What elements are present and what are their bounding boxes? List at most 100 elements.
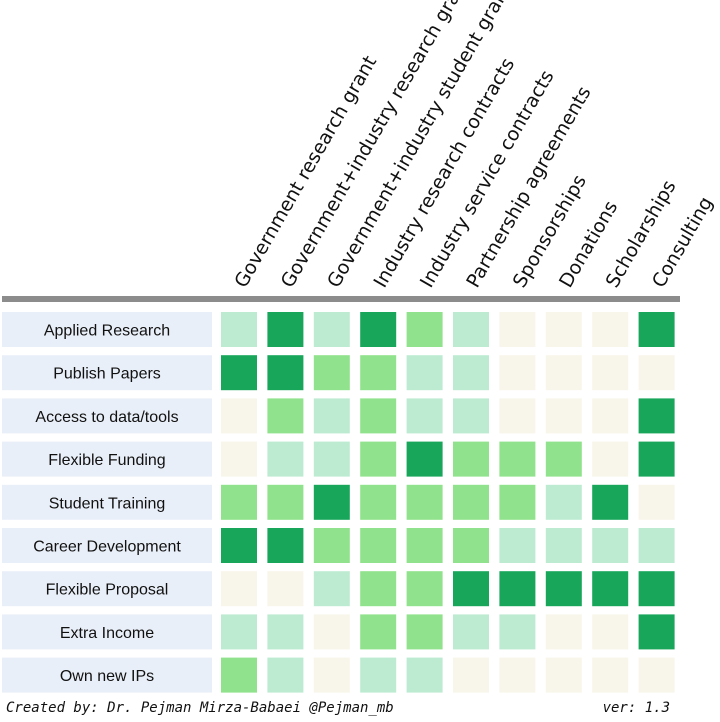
heatmap-cell xyxy=(313,355,350,391)
heatmap-cell xyxy=(592,484,629,520)
heatmap-cell xyxy=(360,441,397,477)
heatmap-cell xyxy=(221,441,257,477)
heatmap-cell xyxy=(545,312,582,347)
row-label: Own new IPs xyxy=(60,668,154,685)
row-label: Access to data/tools xyxy=(35,409,178,426)
heatmap-cell xyxy=(499,571,536,607)
heatmap-cell xyxy=(638,398,675,434)
heatmap-cell xyxy=(638,657,675,693)
footer-credit: Created by: Dr. Pejman Mirza-Babaei @Pej… xyxy=(6,700,394,716)
heatmap-cell xyxy=(267,441,304,477)
footer-version: ver: 1.3 xyxy=(602,700,670,716)
heatmap-cell xyxy=(592,355,629,391)
heatmap-cell xyxy=(221,614,257,650)
heatmap-cell xyxy=(267,355,304,391)
row-label: Flexible Funding xyxy=(48,452,165,469)
heatmap-cell xyxy=(313,657,350,693)
heatmap-cell xyxy=(406,355,443,391)
heatmap-cell xyxy=(313,441,350,477)
heatmap-cell xyxy=(592,441,629,477)
heatmap-cell xyxy=(545,528,582,563)
heatmap-cell xyxy=(592,528,629,563)
heatmap-cell xyxy=(592,312,629,347)
row-label-background xyxy=(2,571,212,607)
heatmap-cell xyxy=(638,312,675,347)
heatmap-cell xyxy=(313,484,350,520)
heatmap-cell xyxy=(453,528,489,563)
row-label-background xyxy=(2,441,212,477)
row-label-background xyxy=(2,355,212,391)
heatmap-cell xyxy=(221,571,257,607)
heatmap-cell xyxy=(592,398,629,434)
heatmap-cell xyxy=(267,657,304,693)
heatmap-cell xyxy=(453,657,489,693)
heatmap-cell xyxy=(592,657,629,693)
heatmap-cell xyxy=(545,571,582,607)
heatmap-cell xyxy=(545,398,582,434)
row-label-background xyxy=(2,657,212,693)
heatmap-cell xyxy=(638,441,675,477)
heatmap-cell xyxy=(499,398,536,434)
row-label: Career Development xyxy=(33,539,181,556)
heatmap-cell xyxy=(453,441,489,477)
heatmap-cell xyxy=(499,441,536,477)
row-labels: Applied Research Publish Papers Access to … xyxy=(2,312,212,693)
heatmap-cell xyxy=(267,528,304,563)
heatmap-cell xyxy=(499,355,536,391)
heatmap-cell xyxy=(267,571,304,607)
heatmap-cell xyxy=(221,528,257,563)
header-rule xyxy=(2,296,680,302)
heatmap-cell xyxy=(638,484,675,520)
heatmap-cell xyxy=(453,484,489,520)
heatmap-cell xyxy=(406,614,443,650)
heatmap-cell xyxy=(453,614,489,650)
heatmap-cell xyxy=(313,614,350,650)
heatmap-cell xyxy=(360,528,397,563)
heatmap-cell xyxy=(313,312,350,347)
heatmap-cell xyxy=(499,528,536,563)
heatmap-cell xyxy=(638,528,675,563)
heatmap-cell xyxy=(638,355,675,391)
heatmap-cell xyxy=(313,571,350,607)
row-label: Student Training xyxy=(49,495,166,512)
heatmap-cell xyxy=(313,528,350,563)
heatmap-cell xyxy=(221,657,257,693)
row-label: Flexible Proposal xyxy=(46,582,169,599)
heatmap-cell xyxy=(638,614,675,650)
heatmap-cell xyxy=(499,312,536,347)
heatmap-cell xyxy=(360,571,397,607)
heatmap-cell xyxy=(221,398,257,434)
heatmap-cell xyxy=(545,441,582,477)
row-label-background xyxy=(2,528,212,563)
heatmap-cell xyxy=(360,398,397,434)
heatmap-cell xyxy=(638,571,675,607)
heatmap-cell xyxy=(267,484,304,520)
heatmap-cell xyxy=(545,614,582,650)
heatmap-cell xyxy=(221,484,257,520)
heatmap-cell xyxy=(221,312,257,347)
heatmap-cell xyxy=(360,614,397,650)
heatmap-cell xyxy=(545,484,582,520)
heatmap-cells xyxy=(221,312,675,693)
heatmap-cell xyxy=(406,441,443,477)
heatmap-cell xyxy=(360,312,397,347)
row-label-background xyxy=(2,614,212,650)
heatmap-cell xyxy=(453,312,489,347)
heatmap-cell xyxy=(313,398,350,434)
heatmap-cell xyxy=(360,355,397,391)
heatmap-cell xyxy=(545,355,582,391)
row-label: Applied Research xyxy=(44,323,170,340)
row-label-background xyxy=(2,484,212,520)
heatmap-cell xyxy=(499,657,536,693)
heatmap-cell xyxy=(453,355,489,391)
heatmap-cell xyxy=(592,614,629,650)
heatmap-cell xyxy=(267,614,304,650)
heatmap-cell xyxy=(267,312,304,347)
row-label-background xyxy=(2,398,212,434)
column-labels: Government research grantGovernment+indu… xyxy=(230,0,717,292)
heatmap-cell xyxy=(499,484,536,520)
heatmap-cell xyxy=(453,571,489,607)
heatmap-cell xyxy=(406,528,443,563)
heatmap-cell xyxy=(267,398,304,434)
